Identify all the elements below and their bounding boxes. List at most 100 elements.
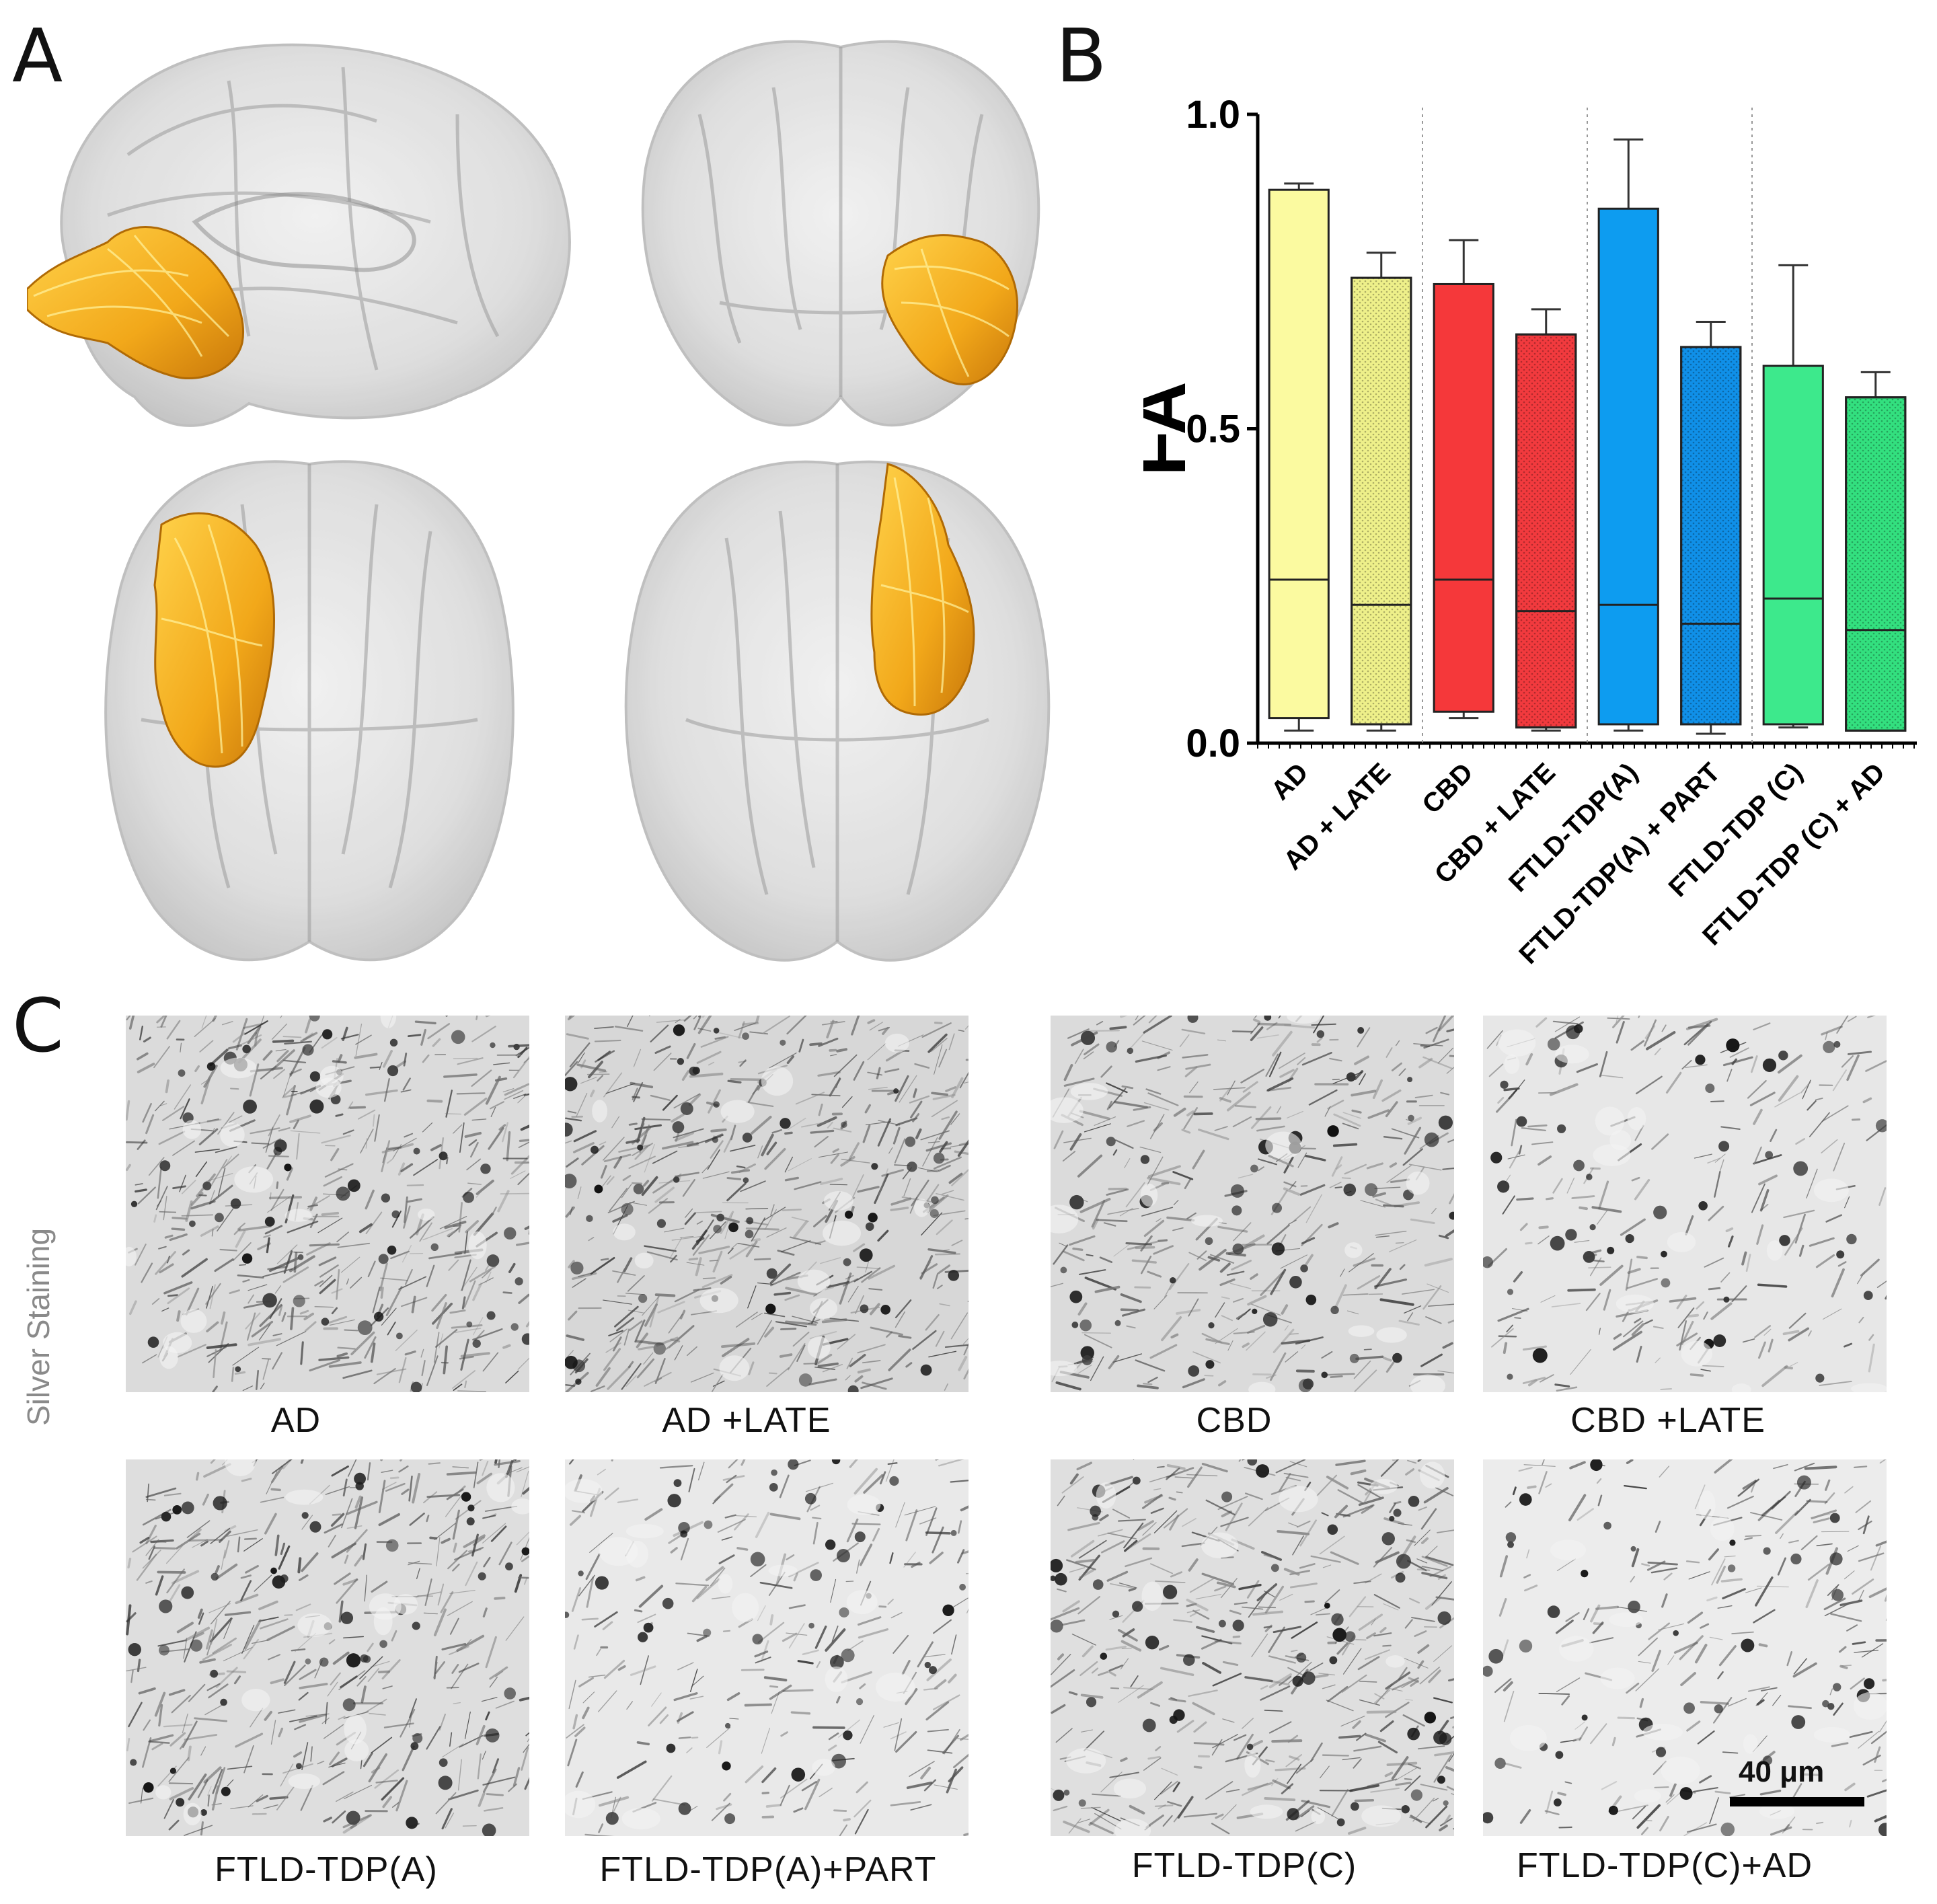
fiber xyxy=(128,1702,143,1728)
fiber xyxy=(1172,1227,1184,1231)
fiber xyxy=(1824,1492,1835,1505)
fiber xyxy=(905,1688,918,1706)
fiber xyxy=(1598,1180,1609,1210)
fiber xyxy=(1756,1224,1764,1245)
nucleus xyxy=(722,1761,731,1771)
fiber xyxy=(510,1170,526,1179)
fiber xyxy=(1365,1733,1386,1743)
fiber xyxy=(1810,1514,1831,1518)
tract-bundle-left xyxy=(153,512,275,768)
nucleus xyxy=(1424,1132,1439,1147)
fiber xyxy=(1263,1554,1273,1558)
nucleus xyxy=(478,1572,486,1581)
nucleus xyxy=(1078,1799,1086,1807)
fiber xyxy=(780,1784,790,1806)
fiber xyxy=(337,1242,371,1248)
fiber xyxy=(276,1244,298,1264)
fiber xyxy=(1334,1284,1347,1309)
pale-patch xyxy=(1743,1734,1758,1754)
fiber xyxy=(1875,1540,1887,1547)
fiber xyxy=(476,1187,485,1198)
fiber xyxy=(1186,1212,1197,1219)
tract-bundle-right xyxy=(870,463,975,716)
pale-patch xyxy=(1311,1808,1326,1825)
fiber xyxy=(793,1807,804,1813)
fiber xyxy=(577,1272,591,1277)
fiber xyxy=(1844,1570,1855,1580)
nucleus xyxy=(297,1254,304,1260)
nucleus xyxy=(907,1162,917,1172)
fiber xyxy=(1598,1328,1601,1335)
fiber xyxy=(350,1277,363,1289)
fiber xyxy=(651,1692,662,1707)
fiber xyxy=(1241,1234,1265,1250)
fiber xyxy=(344,1329,358,1332)
fiber xyxy=(1794,1498,1811,1516)
fiber xyxy=(1225,1502,1243,1531)
nucleus xyxy=(1247,1459,1258,1466)
nucleus xyxy=(1583,1250,1595,1263)
fiber xyxy=(439,1333,444,1348)
fiber xyxy=(386,1146,402,1151)
fiber xyxy=(888,1348,911,1371)
fiber xyxy=(1173,1107,1186,1117)
fiber xyxy=(1768,1338,1774,1353)
fiber xyxy=(1258,1677,1290,1686)
fiber xyxy=(346,1500,378,1515)
fiber xyxy=(890,1800,921,1806)
fiber xyxy=(745,1765,764,1784)
nucleus xyxy=(1507,1541,1515,1548)
fiber xyxy=(1173,1619,1192,1623)
fiber xyxy=(340,1256,360,1273)
fiber xyxy=(595,1367,611,1387)
fiber xyxy=(227,1044,242,1050)
fiber xyxy=(328,1361,362,1368)
nucleus xyxy=(1188,1365,1200,1377)
fiber xyxy=(253,1459,258,1467)
fiber xyxy=(1389,1687,1403,1691)
fiber xyxy=(937,1285,943,1289)
fiber xyxy=(1263,1626,1273,1629)
fiber xyxy=(1849,1730,1873,1739)
fiber xyxy=(243,1619,262,1650)
fiber xyxy=(590,1090,595,1098)
nucleus xyxy=(1327,1125,1339,1137)
fiber xyxy=(720,1342,756,1348)
nucleus xyxy=(924,1661,932,1669)
fiber xyxy=(860,1377,893,1389)
nucleus xyxy=(565,1122,573,1137)
fiber xyxy=(442,1743,464,1757)
fiber xyxy=(1293,1206,1312,1222)
fiber xyxy=(1057,1495,1065,1507)
fiber xyxy=(818,1151,849,1158)
fiber xyxy=(227,1529,258,1537)
fiber xyxy=(1404,1619,1413,1629)
fiber xyxy=(299,1669,317,1681)
fiber xyxy=(1184,1178,1191,1190)
fiber xyxy=(1186,1474,1218,1477)
fiber xyxy=(1080,1806,1101,1809)
fiber xyxy=(346,1525,363,1529)
fiber xyxy=(681,1070,690,1081)
fiber xyxy=(444,1221,467,1229)
fiber xyxy=(459,1356,474,1360)
fiber xyxy=(572,1142,595,1153)
nucleus xyxy=(378,1254,389,1264)
pale-patch xyxy=(1667,1232,1696,1252)
fiber xyxy=(194,1717,228,1722)
fiber xyxy=(421,1359,426,1377)
fiber xyxy=(1099,1514,1109,1521)
fiber xyxy=(453,1225,462,1227)
fiber xyxy=(1854,1649,1879,1653)
fiber xyxy=(1422,1285,1442,1310)
fiber xyxy=(423,1491,438,1504)
fiber xyxy=(260,1382,265,1389)
nucleus xyxy=(1132,1601,1143,1612)
fiber xyxy=(903,1178,911,1196)
fiber xyxy=(281,1311,287,1322)
fiber xyxy=(591,1385,605,1392)
fiber xyxy=(1260,1685,1291,1701)
fiber xyxy=(1592,1622,1604,1634)
nucleus xyxy=(1092,1579,1104,1590)
fiber xyxy=(657,1301,685,1313)
